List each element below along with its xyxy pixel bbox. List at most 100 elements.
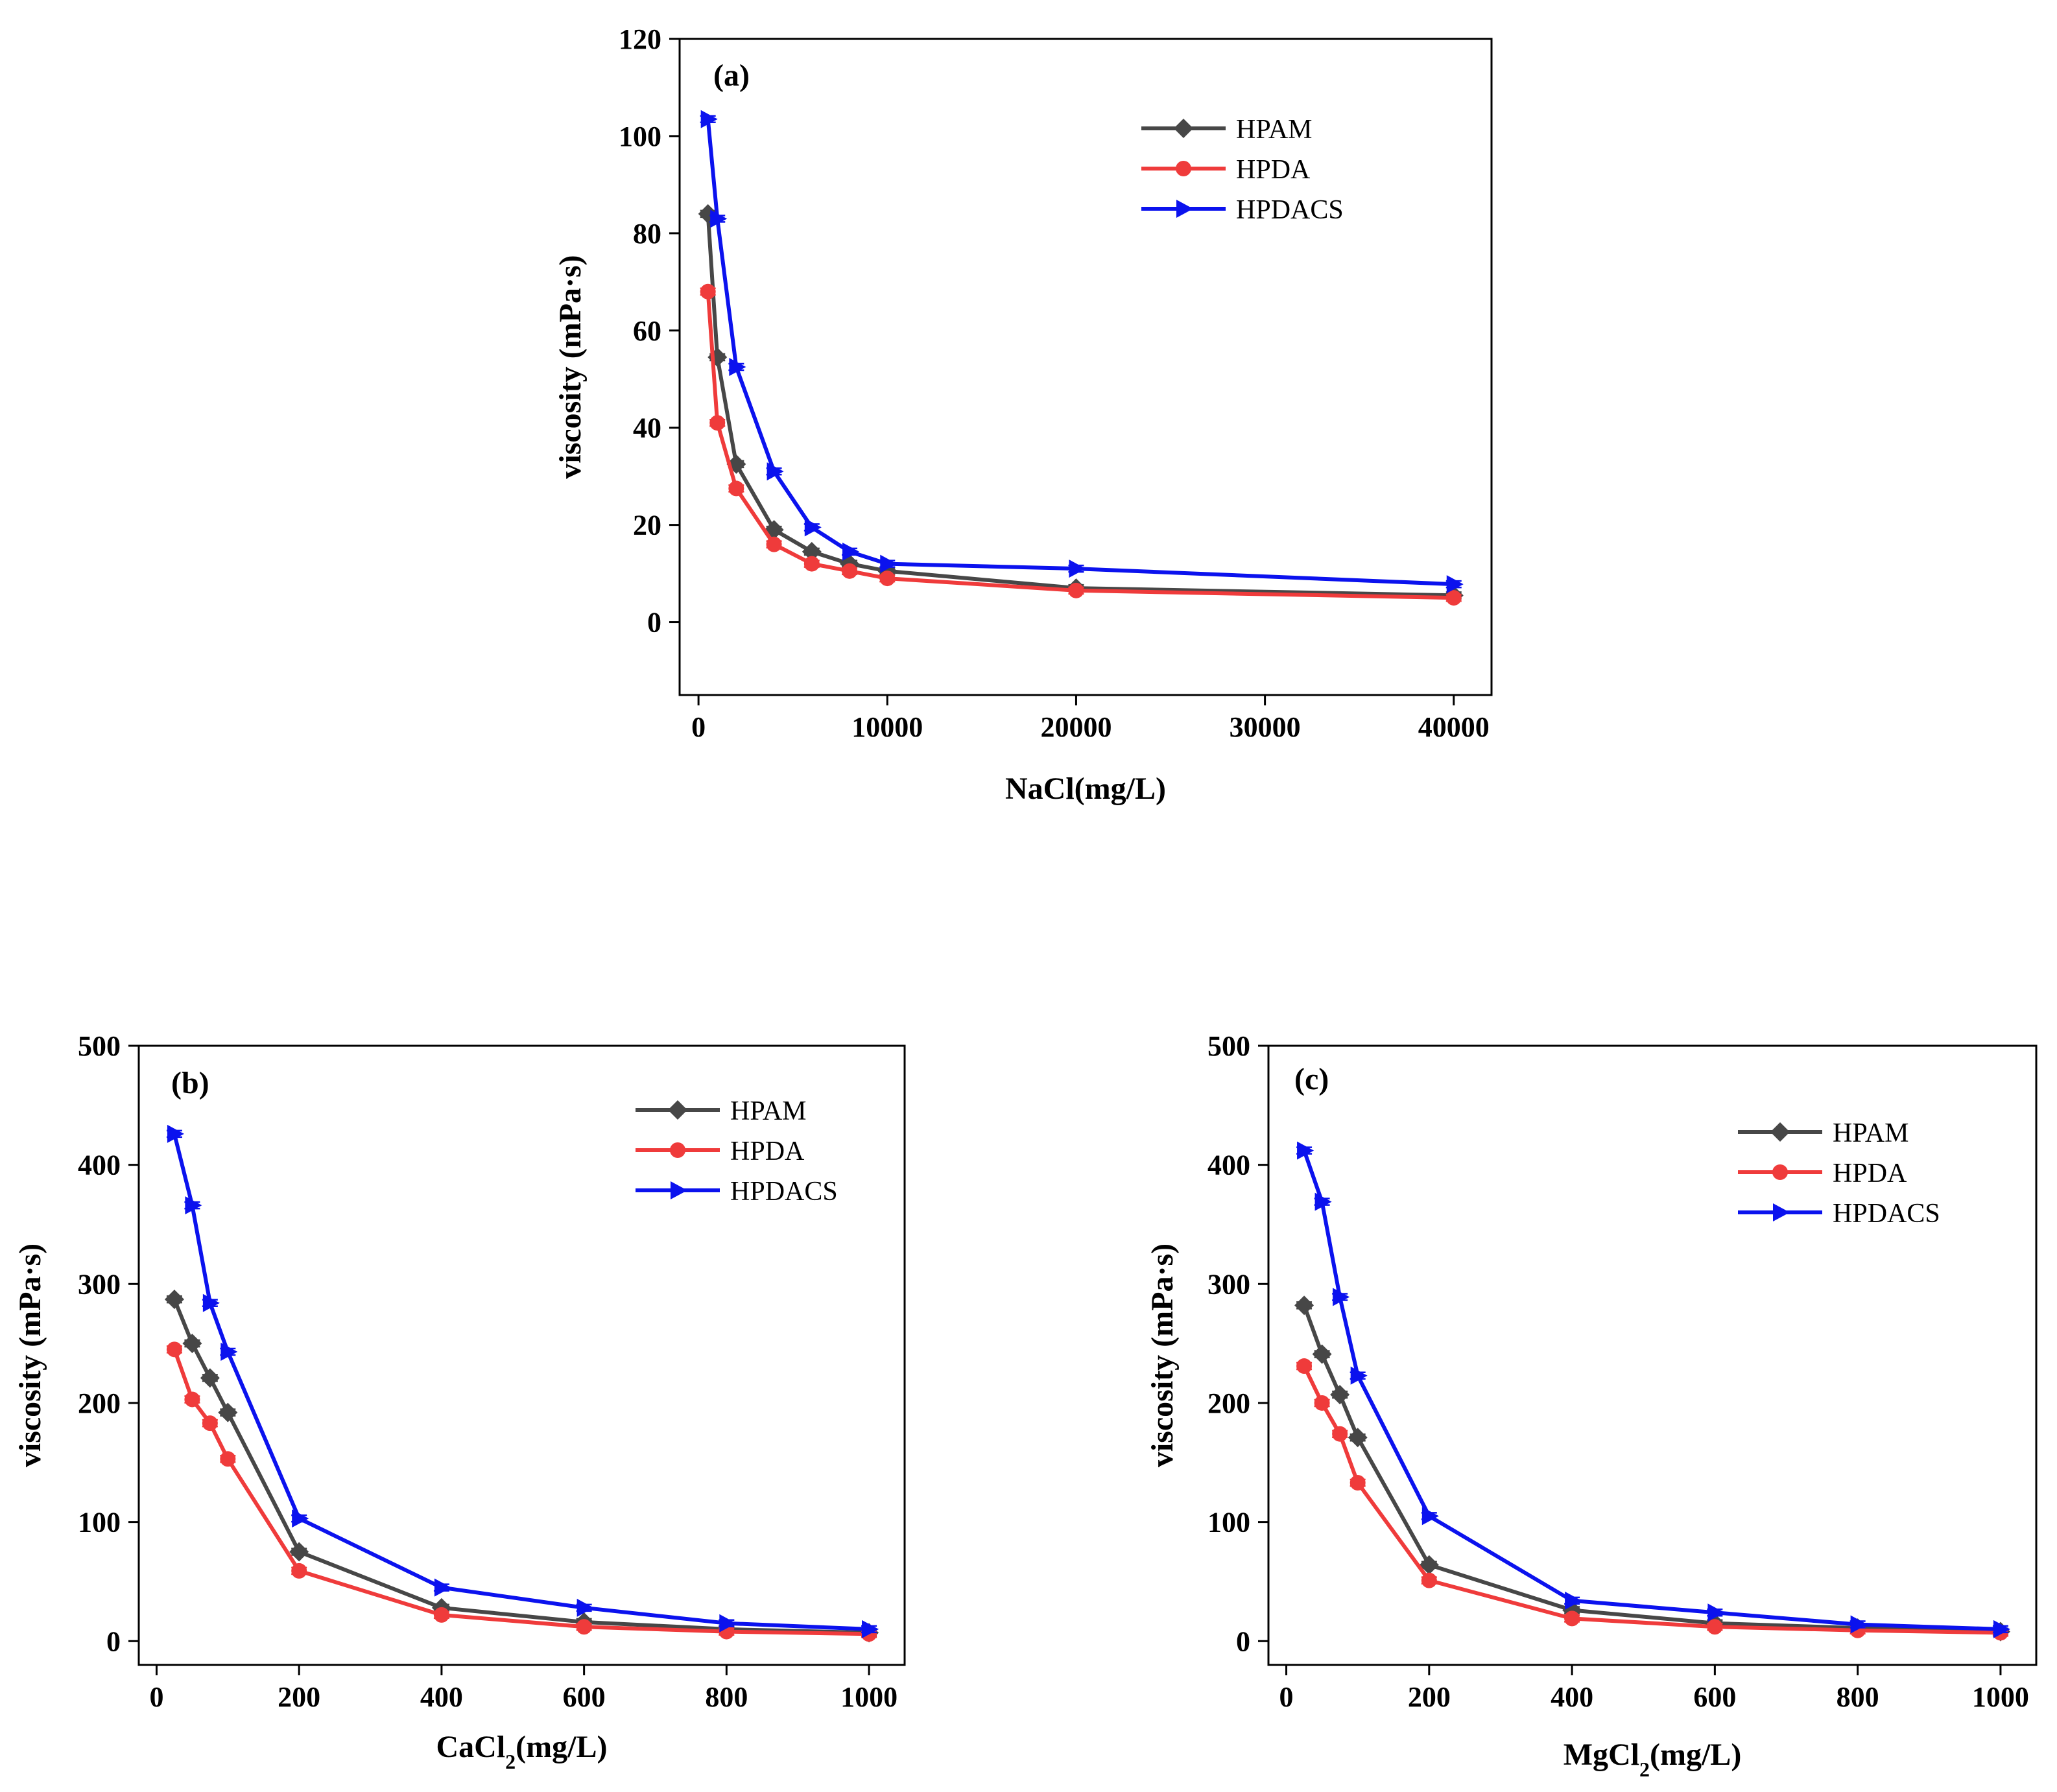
legend: HPAM HPDA HPDACS xyxy=(636,1096,838,1207)
panel-tag: (c) xyxy=(1294,1062,1329,1096)
x-axis-label-part: (mg/L) xyxy=(1650,1738,1741,1772)
y-tick-label: 500 xyxy=(78,1030,121,1062)
data-point xyxy=(1564,1610,1580,1627)
legend-marker xyxy=(1773,1203,1790,1221)
data-point xyxy=(700,283,716,300)
y-axis-label: viscosity (mPa·s) xyxy=(1145,1244,1180,1467)
legend-marker xyxy=(668,1100,687,1120)
x-tick-label: 0 xyxy=(1279,1681,1294,1713)
x-tick-label: 200 xyxy=(278,1681,320,1713)
data-point xyxy=(167,1124,184,1143)
x-axis-label: MgCl2(mg/L) xyxy=(1564,1738,1742,1781)
chart-panel-1: 0 10000 20000 30000 40000 0 20 40 60 80 100 120 NaCl… xyxy=(553,23,1493,806)
series-hpam xyxy=(698,204,1464,606)
data-point xyxy=(766,536,782,552)
y-axis-label: viscosity (mPa·s) xyxy=(553,255,588,478)
series-hpdacs xyxy=(1296,1141,2010,1638)
legend-label: HPDACS xyxy=(730,1177,838,1207)
series-hpda xyxy=(1296,1358,2008,1641)
y-tick-label: 0 xyxy=(106,1625,121,1657)
data-point xyxy=(728,480,744,497)
y-tick-label: 40 xyxy=(633,412,661,444)
data-point xyxy=(804,518,822,537)
legend-label: HPAM xyxy=(730,1096,807,1126)
data-point xyxy=(291,1562,307,1579)
x-tick-label: 0 xyxy=(149,1681,163,1713)
x-tick-label: 0 xyxy=(691,711,706,743)
y-tick-label: 200 xyxy=(78,1387,121,1419)
data-point xyxy=(1350,1366,1368,1385)
x-tick-label: 20000 xyxy=(1040,711,1112,743)
x-axis-label-part: MgCl xyxy=(1564,1738,1639,1772)
x-tick-label: 10000 xyxy=(851,711,923,743)
y-tick-label: 100 xyxy=(1207,1507,1250,1539)
series-hpdacs xyxy=(166,1124,879,1638)
legend-marker xyxy=(1770,1122,1790,1142)
legend-label: HPAM xyxy=(1236,115,1313,145)
data-point xyxy=(1312,1344,1332,1364)
x-tick-label: 1000 xyxy=(840,1681,898,1713)
data-point xyxy=(710,209,728,228)
y-axis-label: viscosity (mPa·s) xyxy=(13,1244,47,1467)
data-point xyxy=(1348,1428,1368,1448)
series-line xyxy=(172,1349,870,1636)
x-tick-label: 200 xyxy=(1408,1681,1451,1713)
panel-tag: (a) xyxy=(713,58,750,93)
data-point xyxy=(185,1196,202,1215)
y-tick-label: 300 xyxy=(1207,1268,1250,1300)
data-point xyxy=(879,571,896,587)
x-tick-label: 40000 xyxy=(1418,711,1490,743)
data-point xyxy=(166,1341,182,1358)
data-point xyxy=(182,1334,202,1354)
y-tick-label: 500 xyxy=(1207,1030,1250,1062)
legend-label: HPAM xyxy=(1833,1118,1909,1148)
legend-label: HPDA xyxy=(1236,155,1311,185)
series-hpam xyxy=(1294,1295,2010,1642)
data-point xyxy=(1350,1475,1366,1491)
legend-label: HPDACS xyxy=(1833,1199,1940,1229)
data-point xyxy=(200,1368,220,1388)
chart-panel-2: 0 200 400 600 800 1000 0 100 200 300 400 500 CaCl2(m… xyxy=(13,1030,906,1773)
y-tick-label: 0 xyxy=(1236,1625,1250,1657)
legend-label: HPDA xyxy=(730,1137,805,1166)
x-tick-label: 1000 xyxy=(1972,1681,2029,1713)
data-point xyxy=(202,1415,218,1432)
y-tick-label: 100 xyxy=(78,1507,121,1539)
data-point xyxy=(1294,1295,1314,1315)
legend-label: HPDACS xyxy=(1236,195,1344,225)
y-tick-label: 300 xyxy=(78,1268,121,1300)
y-tick-label: 100 xyxy=(619,121,661,152)
data-point xyxy=(709,415,726,431)
series-hpdacs xyxy=(700,110,1464,594)
data-point xyxy=(184,1391,200,1408)
series-line xyxy=(1302,1365,2001,1635)
data-point xyxy=(767,462,784,481)
series-line xyxy=(706,213,1454,598)
legend-marker xyxy=(1772,1164,1788,1180)
data-point xyxy=(1297,1141,1314,1160)
y-tick-label: 20 xyxy=(633,510,661,541)
y-tick-label: 400 xyxy=(1207,1149,1250,1181)
y-tick-label: 400 xyxy=(78,1149,121,1181)
x-tick-label: 600 xyxy=(1693,1681,1736,1713)
series-hpda xyxy=(166,1341,877,1642)
data-point xyxy=(577,1598,594,1617)
data-point xyxy=(700,110,718,128)
data-point xyxy=(729,358,746,376)
data-point xyxy=(433,1607,449,1623)
data-point xyxy=(1314,1395,1330,1411)
y-tick-label: 80 xyxy=(633,218,661,250)
x-axis-label-part: NaCl(mg/L) xyxy=(1005,772,1166,806)
data-point xyxy=(220,1451,236,1467)
data-point xyxy=(1296,1358,1313,1374)
legend-label: HPDA xyxy=(1833,1159,1907,1188)
x-axis-label-part: 2 xyxy=(505,1750,516,1773)
data-point xyxy=(719,1614,737,1633)
y-tick-label: 200 xyxy=(1207,1387,1250,1419)
data-point xyxy=(802,541,822,561)
x-axis-label: CaCl2(mg/L) xyxy=(436,1730,608,1773)
x-tick-label: 800 xyxy=(705,1681,748,1713)
data-point xyxy=(1993,1620,2010,1638)
x-tick-label: 400 xyxy=(420,1681,463,1713)
